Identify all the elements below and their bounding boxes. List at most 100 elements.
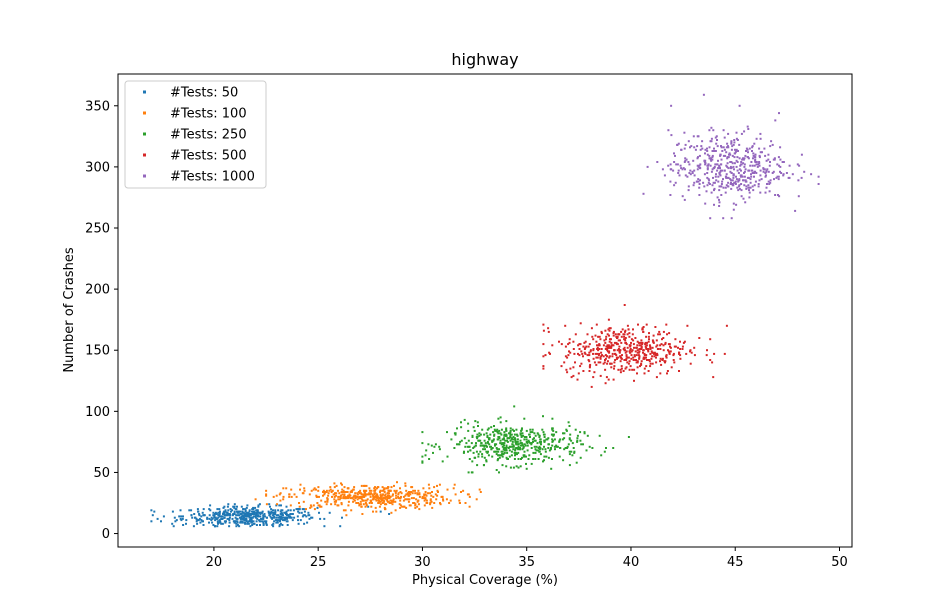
data-point xyxy=(551,444,554,447)
data-point xyxy=(303,489,306,492)
data-point xyxy=(709,164,712,167)
data-point xyxy=(479,433,482,436)
data-point xyxy=(641,343,644,346)
data-point xyxy=(496,438,499,441)
data-point xyxy=(599,338,602,341)
data-point xyxy=(607,346,610,349)
data-point xyxy=(522,445,525,448)
data-point xyxy=(516,438,519,441)
data-point xyxy=(608,345,611,348)
data-point xyxy=(730,140,733,143)
data-point xyxy=(776,163,779,166)
data-point xyxy=(339,494,342,497)
data-point xyxy=(604,348,607,350)
data-point xyxy=(593,361,596,364)
data-point xyxy=(542,365,545,368)
data-point xyxy=(613,367,615,370)
data-point xyxy=(394,500,397,503)
data-point xyxy=(780,172,783,174)
data-point xyxy=(516,440,519,443)
data-point xyxy=(491,439,494,442)
data-point xyxy=(652,341,655,344)
data-point xyxy=(195,517,198,520)
data-point xyxy=(231,517,234,520)
data-point xyxy=(687,189,690,192)
data-point xyxy=(249,514,252,517)
data-point xyxy=(354,494,357,497)
data-point xyxy=(425,449,428,452)
legend-marker xyxy=(143,132,146,136)
data-point xyxy=(605,376,608,379)
data-point xyxy=(297,510,300,513)
data-point xyxy=(324,500,327,503)
data-point xyxy=(340,482,342,485)
data-point xyxy=(427,492,429,495)
data-point xyxy=(288,516,291,519)
data-point xyxy=(655,345,658,348)
data-point xyxy=(672,354,675,357)
data-point xyxy=(529,428,532,431)
data-point xyxy=(241,510,244,513)
data-point xyxy=(213,514,216,517)
data-point xyxy=(273,520,276,523)
data-point xyxy=(463,418,466,421)
data-point xyxy=(615,354,618,357)
data-point xyxy=(665,323,668,326)
data-point xyxy=(597,354,600,357)
data-point xyxy=(499,416,502,419)
data-point xyxy=(319,505,322,508)
data-point xyxy=(607,345,609,348)
data-point xyxy=(368,493,371,496)
data-point xyxy=(270,508,273,511)
data-point xyxy=(513,429,515,432)
data-point xyxy=(265,524,268,526)
data-point xyxy=(632,359,635,361)
data-point xyxy=(543,439,546,442)
data-point xyxy=(498,456,501,459)
data-point xyxy=(284,516,286,519)
data-point xyxy=(483,433,486,436)
data-point xyxy=(607,318,610,321)
data-point xyxy=(431,506,434,509)
data-point xyxy=(485,450,488,453)
x-tick-label: 20 xyxy=(206,555,223,570)
data-point xyxy=(513,433,516,436)
data-point xyxy=(241,511,244,514)
data-point xyxy=(604,354,607,357)
data-point xyxy=(608,355,611,358)
data-point xyxy=(758,161,761,163)
data-point xyxy=(605,338,607,341)
data-point xyxy=(779,146,782,149)
data-point xyxy=(494,429,497,432)
data-point xyxy=(636,349,639,352)
data-point xyxy=(582,370,585,372)
data-point xyxy=(202,520,204,523)
data-point xyxy=(647,340,650,343)
data-point xyxy=(160,520,162,523)
data-point xyxy=(677,346,679,349)
data-point xyxy=(194,516,197,519)
data-point xyxy=(352,495,355,498)
x-tick-label: 45 xyxy=(727,555,744,570)
data-point xyxy=(257,504,260,507)
data-point xyxy=(415,498,418,501)
data-point xyxy=(579,431,582,434)
data-point xyxy=(740,189,743,192)
data-point xyxy=(216,508,219,511)
data-point xyxy=(233,510,236,513)
data-point xyxy=(245,519,248,522)
legend-label: #Tests: 100 xyxy=(170,107,247,122)
data-point xyxy=(547,437,550,440)
data-point xyxy=(240,516,243,519)
data-point xyxy=(673,184,676,187)
data-point xyxy=(262,522,265,525)
data-point xyxy=(719,174,722,177)
data-point xyxy=(396,481,398,484)
data-point xyxy=(195,520,198,523)
data-point xyxy=(608,350,611,353)
data-point xyxy=(637,323,639,326)
data-point xyxy=(538,448,541,451)
data-point xyxy=(511,440,514,443)
data-point xyxy=(548,443,550,446)
data-point xyxy=(778,164,780,167)
